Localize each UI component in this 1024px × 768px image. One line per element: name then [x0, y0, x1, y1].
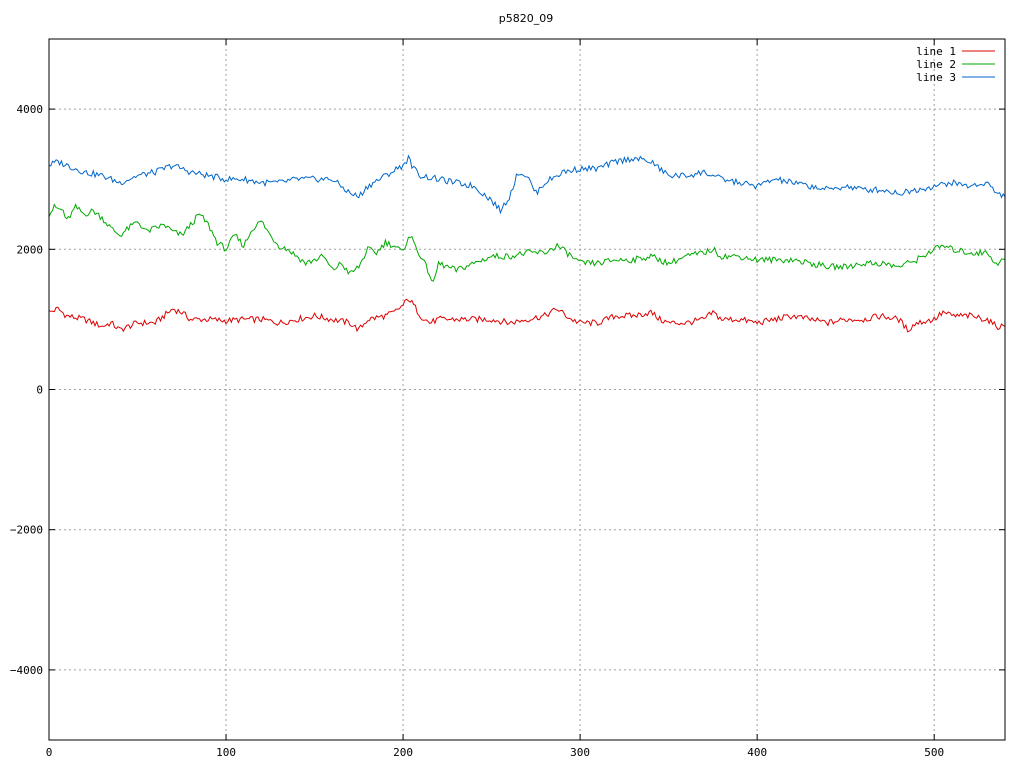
legend-label-1: line 1 [916, 45, 956, 58]
series-line-3 [48, 154, 1006, 215]
x-tick-label: 400 [747, 746, 767, 759]
chart-title: p5820_09 [499, 12, 553, 25]
y-tick-label: −2000 [10, 524, 43, 537]
x-tick-label: 500 [924, 746, 944, 759]
series-layer [48, 154, 1006, 333]
x-tick-label: 0 [46, 746, 53, 759]
axes: 0 100 200 300 400 500 −4000 −2000 0 2000 4000 [10, 39, 1005, 759]
y-tick-label: 2000 [17, 243, 44, 256]
y-tick-label: 4000 [17, 103, 44, 116]
legend-label-2: line 2 [916, 58, 956, 71]
plot-frame [48, 38, 1006, 741]
series-line-2 [48, 203, 1006, 282]
legend-label-3: line 3 [916, 71, 956, 84]
x-tick-label: 300 [570, 746, 590, 759]
x-tick-label: 100 [216, 746, 236, 759]
y-tick-label: −4000 [10, 664, 43, 677]
series-line-1 [48, 298, 1006, 333]
x-tick-label: 200 [393, 746, 413, 759]
y-tick-label: 0 [36, 384, 43, 397]
grid [49, 39, 1005, 740]
